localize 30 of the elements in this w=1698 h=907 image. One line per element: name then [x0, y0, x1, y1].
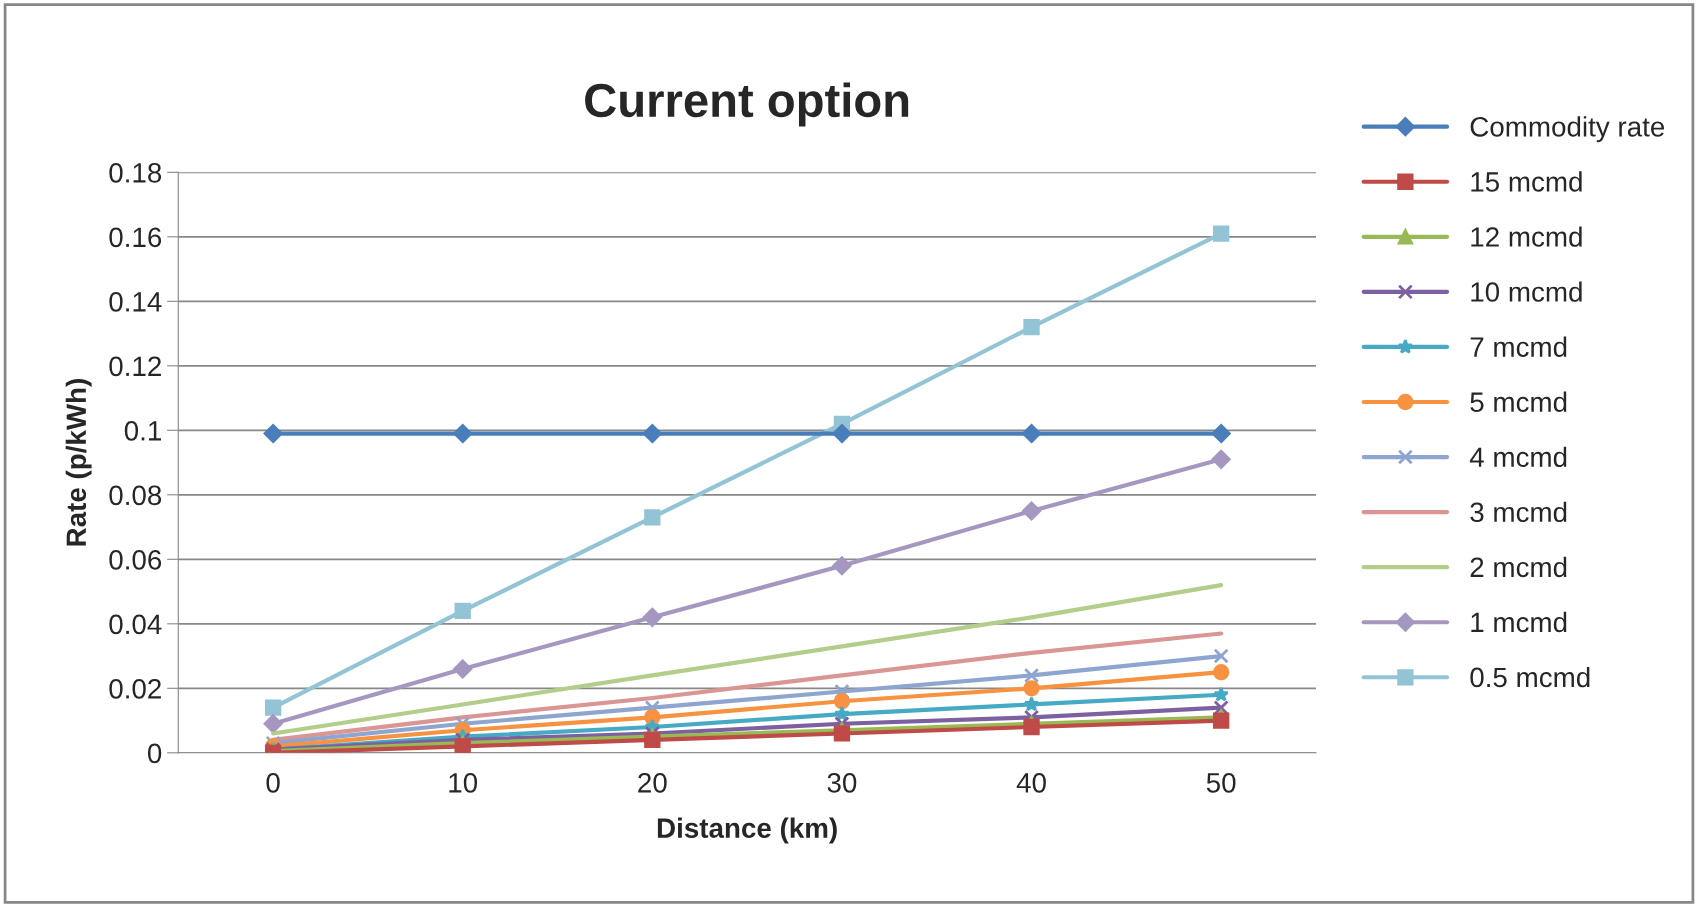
chart-title: Current option [585, 82, 909, 127]
legend-label: 3 mcmd [1470, 501, 1567, 523]
y-tick-label: 0.12 [109, 356, 161, 377]
x-tick-label: 50 [1206, 772, 1236, 793]
y-tick-label: 0.08 [109, 485, 162, 506]
legend-label: 7 mcmd [1470, 336, 1567, 357]
x-axis-title: Distance (km) [657, 817, 837, 844]
legend-label: 1 mcmd [1471, 611, 1567, 633]
y-tick-label: 0.04 [109, 614, 162, 635]
y-tick-label: 0.06 [109, 549, 162, 570]
legend-label: 15 mcmd [1471, 171, 1582, 192]
legend-label: 2 mcmd [1470, 556, 1567, 578]
legend-label: 5 mcmd [1470, 391, 1567, 412]
y-axis-title: Rate (p/kWh) [65, 379, 92, 546]
legend-label: Commodity rate [1470, 116, 1665, 143]
y-tick-label: 0 [147, 743, 162, 764]
legend-label: 12 mcmd [1471, 226, 1582, 247]
x-tick-label: 40 [1016, 772, 1046, 793]
x-tick-label: 20 [638, 772, 667, 793]
y-tick-label: 0.16 [109, 227, 162, 248]
y-tick-label: 0.02 [109, 678, 161, 699]
x-tick-label: 10 [449, 772, 478, 793]
legend-label: 10 mcmd [1471, 281, 1582, 302]
legend-label: 0.5 mcmd [1470, 666, 1590, 688]
x-tick-label: 30 [827, 772, 857, 793]
x-tick-label: 0 [266, 772, 280, 793]
y-tick-label: 0.1 [124, 420, 161, 441]
legend-label: 4 mcmd [1469, 446, 1567, 468]
y-tick-label: 0.14 [109, 291, 162, 312]
y-tick-label: 0.18 [109, 163, 162, 183]
